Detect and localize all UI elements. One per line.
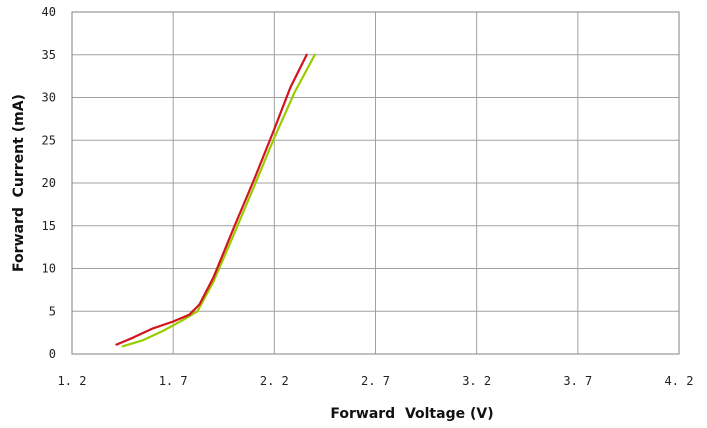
y-tick-labels: 0 5 10 15 20 25 30 35 40 xyxy=(42,5,56,361)
x-tick-label: 4. 2 xyxy=(665,374,694,388)
x-tick-label: 1. 7 xyxy=(159,374,188,388)
x-tick-label: 3. 7 xyxy=(563,374,592,388)
y-tick-label: 30 xyxy=(42,91,56,105)
x-axis-title: Forward Voltage (V) xyxy=(330,406,493,422)
x-tick-label: 3. 2 xyxy=(462,374,491,388)
x-tick-label: 1. 2 xyxy=(58,374,87,388)
y-axis-title: Forward Current (mA) xyxy=(11,94,27,272)
x-tick-label: 2. 7 xyxy=(361,374,390,388)
y-tick-label: 35 xyxy=(42,48,56,62)
y-tick-label: 20 xyxy=(42,176,56,190)
y-tick-label: 0 xyxy=(49,347,56,361)
x-tick-label: 2. 2 xyxy=(260,374,289,388)
y-tick-label: 5 xyxy=(49,304,56,318)
x-tick-labels: 1. 2 1. 7 2. 2 2. 7 3. 2 3. 7 4. 2 xyxy=(58,374,694,388)
y-tick-label: 15 xyxy=(42,219,56,233)
y-tick-label: 25 xyxy=(42,133,56,147)
y-tick-label: 10 xyxy=(42,262,56,276)
y-tick-label: 40 xyxy=(42,5,56,19)
